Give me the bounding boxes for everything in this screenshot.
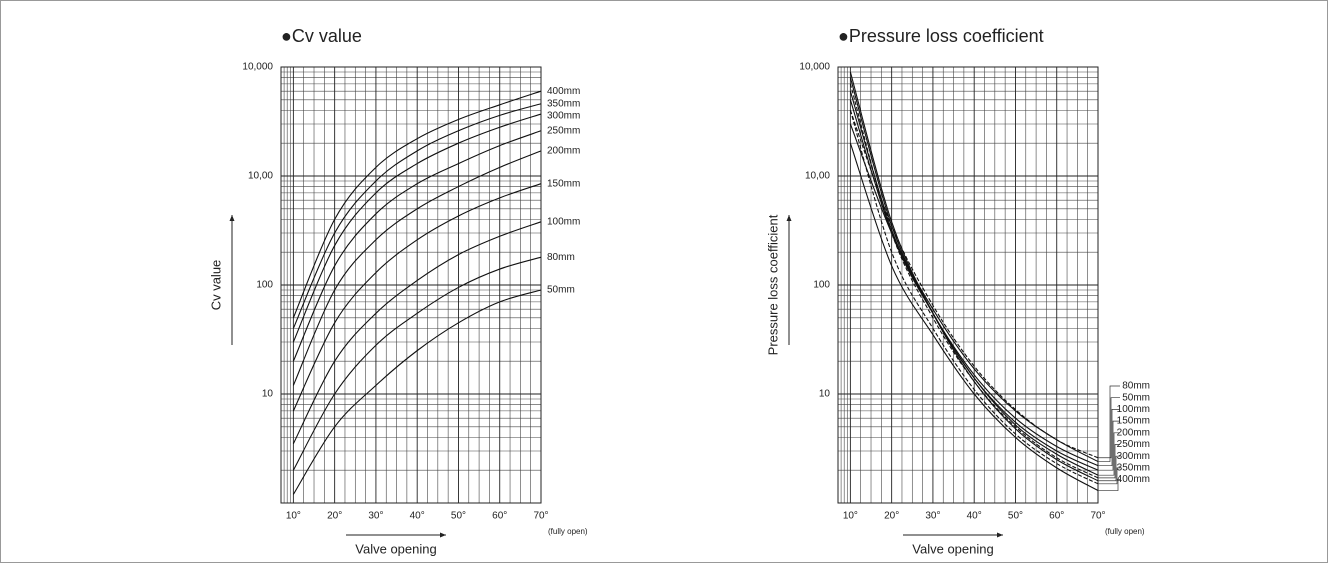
x-arrow-head	[997, 532, 1003, 538]
x-tick-label: 60°	[492, 511, 507, 522]
series-line	[849, 99, 1099, 467]
series-line	[292, 289, 542, 495]
legend-leader	[1098, 432, 1120, 476]
legend-label: 80mm	[1122, 381, 1150, 392]
series-line	[292, 130, 542, 362]
series-line	[849, 71, 1099, 482]
x-tick-label: 60°	[1049, 511, 1064, 522]
legend-label: 400mm	[547, 86, 580, 97]
series-line	[292, 221, 542, 444]
legend-leader	[1098, 385, 1120, 462]
x-tick-label: 10°	[843, 511, 858, 522]
legend-leader	[1098, 467, 1120, 485]
legend-label: 350mm	[547, 98, 580, 109]
y-axis-label: Cv value	[208, 260, 223, 311]
x-tick-label: 50°	[451, 511, 466, 522]
y-axis-label: Pressure loss coefficient	[765, 214, 780, 355]
x-tick-label: 20°	[884, 511, 899, 522]
y-tick-label: 10,000	[242, 62, 273, 73]
x-tick-label: 50°	[1008, 511, 1023, 522]
y-tick-label: 100	[256, 280, 273, 291]
legend-label: 250mm	[547, 125, 580, 136]
series-line	[292, 183, 542, 412]
x-tick-label: 40°	[967, 511, 982, 522]
series-line	[292, 90, 542, 319]
x-tick-label: 70°	[533, 511, 548, 522]
x-axis-label: Valve opening	[912, 541, 993, 556]
series-line	[292, 150, 542, 386]
chart-title: ●Pressure loss coefficient	[838, 26, 1044, 46]
series-line	[849, 83, 1099, 479]
y-tick-label: 100	[813, 280, 830, 291]
y-arrow-head	[229, 215, 235, 221]
legend-label: 100mm	[1117, 404, 1150, 415]
series-line	[849, 110, 1099, 485]
y-tick-label: 10,00	[248, 171, 273, 182]
legend-label: 250mm	[1117, 439, 1150, 450]
x-tick-label: 30°	[368, 511, 383, 522]
series-line	[292, 113, 542, 343]
legend-label: 150mm	[547, 178, 580, 189]
y-tick-label: 10,00	[805, 171, 830, 182]
series-line	[292, 103, 542, 329]
legend-label: 400mm	[1117, 474, 1150, 485]
legend-label: 100mm	[547, 216, 580, 227]
y-tick-label: 10,000	[799, 62, 830, 73]
legend-leader	[1098, 409, 1120, 467]
annotation: (fully open)	[548, 527, 588, 536]
annotation: (fully open)	[1105, 527, 1145, 536]
legend-leader	[1098, 420, 1120, 471]
x-axis-label: Valve opening	[355, 541, 436, 556]
series-line	[849, 77, 1099, 476]
legend-label: 300mm	[547, 110, 580, 121]
y-tick-label: 10	[819, 389, 831, 400]
legend-leader	[1098, 455, 1120, 482]
legend-leader	[1098, 479, 1120, 491]
y-tick-label: 10	[262, 389, 274, 400]
plot-frame	[837, 66, 1099, 504]
chart-title: ●Cv value	[281, 26, 362, 46]
x-tick-label: 10°	[286, 511, 301, 522]
legend-label: 350mm	[1117, 463, 1150, 474]
x-arrow-head	[440, 532, 446, 538]
x-tick-label: 20°	[327, 511, 342, 522]
series-line	[849, 143, 1099, 492]
legend-leader	[1098, 397, 1120, 459]
series-line	[292, 256, 542, 471]
x-tick-label: 30°	[925, 511, 940, 522]
legend-label: 150mm	[1117, 416, 1150, 427]
legend-leader	[1098, 444, 1120, 479]
legend-label: 200mm	[547, 146, 580, 157]
legend-label: 50mm	[547, 285, 575, 296]
plot-frame	[280, 66, 542, 504]
legend-label: 300mm	[1117, 451, 1150, 462]
legend-label: 80mm	[547, 252, 575, 263]
x-tick-label: 40°	[410, 511, 425, 522]
x-tick-label: 70°	[1090, 511, 1105, 522]
legend-label: 200mm	[1117, 427, 1150, 438]
y-arrow-head	[786, 215, 792, 221]
legend-label: 50mm	[1122, 392, 1150, 403]
